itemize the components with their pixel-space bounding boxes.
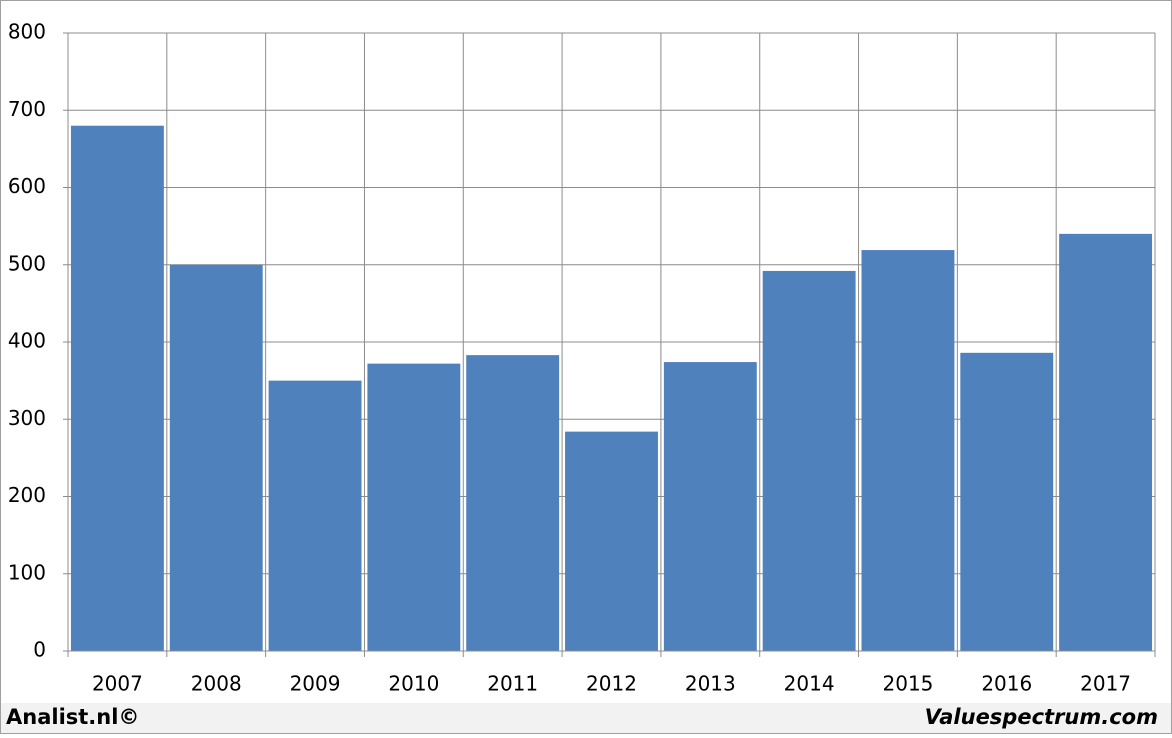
y-tick-label: 300 (8, 406, 46, 430)
bar (565, 431, 658, 651)
bar (169, 264, 263, 651)
footer-left: Analist.nl© (6, 705, 139, 729)
bar (268, 380, 362, 651)
y-tick-label: 800 (8, 20, 46, 44)
bar (1059, 233, 1153, 651)
bar (663, 362, 757, 651)
y-tick-label: 100 (8, 560, 46, 584)
bar (861, 250, 955, 651)
y-tick-label: 200 (8, 483, 46, 507)
x-tick-label: 2017 (1080, 672, 1131, 696)
footer-band (1, 703, 1171, 733)
x-tick-label: 2015 (883, 672, 934, 696)
footer-right: Valuespectrum.com (925, 705, 1158, 729)
bar (466, 355, 560, 651)
x-tick-label: 2008 (191, 672, 242, 696)
x-tick-label: 2011 (487, 672, 538, 696)
bar (367, 363, 461, 651)
bar (70, 125, 164, 651)
bar (960, 352, 1054, 651)
bar (762, 270, 856, 651)
y-tick-label: 0 (33, 638, 46, 662)
x-tick-label: 2009 (290, 672, 341, 696)
x-tick-label: 2016 (981, 672, 1032, 696)
x-tick-label: 2007 (92, 672, 143, 696)
x-tick-label: 2010 (388, 672, 439, 696)
x-tick-label: 2013 (685, 672, 736, 696)
y-tick-label: 700 (8, 97, 46, 121)
x-tick-label: 2014 (784, 672, 835, 696)
x-tick-label: 2012 (586, 672, 637, 696)
y-tick-label: 600 (8, 174, 46, 198)
y-tick-label: 500 (8, 251, 46, 275)
y-tick-label: 400 (8, 329, 46, 353)
